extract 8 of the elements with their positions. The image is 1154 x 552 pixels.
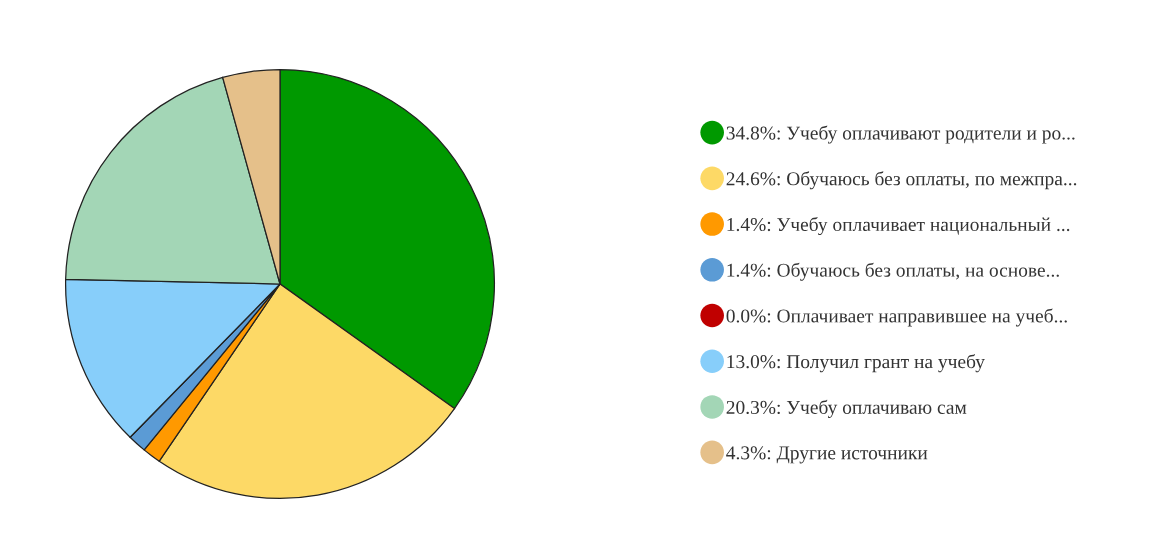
legend-label: 24.6%: Обучаюсь без оплаты, по межпра...	[726, 171, 1077, 190]
legend-label: 20.3%: Учебу оплачиваю сам	[726, 399, 967, 418]
legend-label: 1.4%: Учебу оплачивает национальный ...	[727, 216, 1070, 236]
legend-label: 4.3%: Другие источники	[726, 446, 928, 464]
legend-label: 34.8%: Учебу оплачивают родители и ро...	[726, 125, 1075, 144]
legend-label: 13.0%: Получил грант на учебу	[727, 354, 985, 373]
legend-label: 1.4%: Обучаюсь без оплаты, на основе...	[727, 262, 1059, 281]
legend-label: 0.0%: Оплачивает направившее на учеб...	[726, 308, 1067, 327]
